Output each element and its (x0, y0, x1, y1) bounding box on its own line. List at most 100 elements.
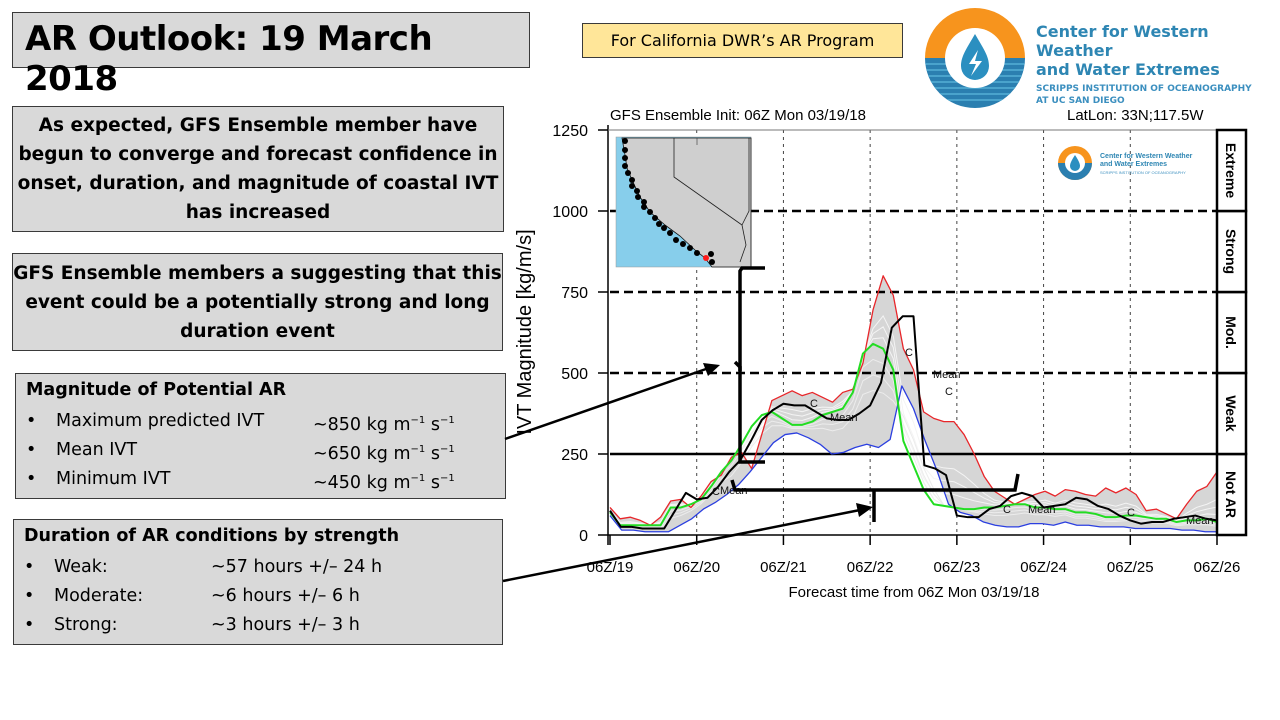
x-tick-label: 06Z/26 (1194, 559, 1241, 576)
duration-value: ~3 hours +/– 3 h (211, 615, 360, 635)
threshold-lines (610, 209, 1217, 456)
x-tick-label: 06Z/24 (1020, 559, 1067, 576)
bullet-icon: • (26, 440, 37, 460)
map-state-border (673, 138, 743, 226)
coastal-point-marker (680, 241, 686, 247)
magnitude-arrow (504, 367, 707, 441)
bullet-icon: • (24, 615, 35, 635)
grid (696, 130, 1131, 535)
coastal-point-marker (622, 155, 628, 161)
magnitude-row: • Maximum predicted IVT ~850 kg m−1 s−1 (26, 407, 455, 435)
coastal-point-marker (629, 183, 635, 189)
strength-note-text: GFS Ensemble members a suggesting that t… (13, 262, 502, 342)
member-line (609, 374, 1218, 528)
magnitude-label: Minimum IVT (56, 469, 171, 489)
ensemble-spread (609, 275, 1218, 532)
y-tick-label: 1000 (552, 204, 588, 221)
y-axis-label: IVT Magnitude [kg/m/s] (514, 229, 536, 434)
category-cell (1215, 371, 1248, 456)
series-label-control: C (810, 398, 818, 410)
duration-label: Moderate: (54, 586, 144, 606)
magnitude-label: Mean IVT (56, 440, 138, 460)
coastal-point-marker (622, 147, 628, 153)
member-line (609, 358, 1218, 527)
selected-location-marker (703, 255, 709, 261)
duration-row: • Weak: ~57 hours +/– 24 h (24, 553, 382, 581)
duration-box: Duration of AR conditions by strength • W… (13, 519, 503, 645)
arrowhead-icon (703, 363, 720, 376)
series-ensemble-mean (609, 342, 1218, 527)
x-tick-label: 06Z/25 (1107, 559, 1154, 576)
member-line (609, 389, 1218, 529)
coastal-point-marker (622, 138, 628, 144)
x-tick-label: 06Z/20 (673, 559, 720, 576)
category-label: Mod. (1223, 316, 1239, 349)
y-tick-label: 750 (561, 285, 588, 302)
member-line (609, 326, 1218, 526)
x-axis-label: Forecast time from 06Z Mon 03/19/18 (789, 584, 1040, 601)
small-logo-drop-icon (1070, 155, 1080, 171)
magnitude-value: ~450 kg m−1 s−1 (313, 473, 455, 493)
map-ocean (615, 136, 752, 268)
coastal-point-marker (687, 245, 693, 251)
member-line (609, 314, 1218, 526)
magnitude-label: Maximum predicted IVT (56, 411, 265, 431)
small-logo-icon-center (1065, 153, 1085, 173)
series-label-mean: Mean (1186, 515, 1214, 527)
x-tick-label: 06Z/22 (847, 559, 894, 576)
logo-sub-line2: AT UC SAN DIEGO (1036, 96, 1125, 106)
coastal-point-marker (635, 194, 641, 200)
coastal-point-marker (708, 251, 714, 257)
duration-row: • Moderate: ~6 hours +/– 6 h (24, 582, 360, 610)
summary-note: As expected, GFS Ensemble member have be… (12, 106, 504, 232)
series-minimum (609, 385, 1217, 533)
logo-sub-line1: SCRIPPS INSTITUTION OF OCEANOGRAPHY (1036, 84, 1252, 94)
magnitude-value: ~850 kg m−1 s−1 (313, 415, 455, 435)
strength-note: GFS Ensemble members a suggesting that t… (12, 253, 503, 351)
small-logo-text: and Water Extremes (1100, 161, 1167, 168)
x-tick-label: 06Z/23 (934, 559, 981, 576)
category-cell (1215, 128, 1248, 213)
coastal-point-marker (652, 215, 658, 221)
weak-duration-bracket (738, 266, 765, 464)
coastal-point-marker (641, 204, 647, 210)
program-tag: For California DWR’s AR Program (582, 23, 903, 58)
x-tick-label: 06Z/21 (760, 559, 807, 576)
magnitude-row: • Mean IVT ~650 kg m−1 s−1 (26, 436, 455, 464)
series-label-control: C (1127, 507, 1135, 519)
page-title: AR Outlook: 19 March 2018 (25, 19, 433, 99)
y-tick-label: 0 (579, 528, 588, 545)
series-label-control: C (1003, 504, 1011, 516)
bullet-icon: • (24, 586, 35, 606)
coastal-point-marker (709, 259, 715, 265)
category-cell (1215, 290, 1248, 375)
chart-location: LatLon: 33N;117.5W (1067, 107, 1204, 124)
chart-title: GFS Ensemble Init: 06Z Mon 03/19/18 (610, 107, 866, 124)
coastal-point-marker (656, 221, 662, 227)
small-logo-icon (1058, 146, 1092, 180)
magnitude-value: ~650 kg m−1 s−1 (313, 444, 455, 464)
summary-note-text: As expected, GFS Ensemble member have be… (17, 115, 499, 223)
magnitude-box: Magnitude of Potential AR • Maximum predi… (15, 373, 506, 499)
y-tick-label: 1250 (552, 123, 588, 140)
arrowhead-icon (856, 503, 873, 517)
series-control (609, 315, 1218, 530)
coastal-point-marker (667, 230, 673, 236)
category-label: Not AR (1223, 471, 1239, 518)
y-tick-label: 250 (561, 447, 588, 464)
duration-heading: Duration of AR conditions by strength (24, 526, 400, 546)
series-label-control: C (712, 486, 720, 498)
magnitude-row: • Minimum IVT ~450 kg m−1 s−1 (26, 465, 455, 493)
cw3e-logo-icon (925, 8, 1025, 108)
bullet-icon: • (24, 557, 35, 577)
duration-arrow (502, 508, 861, 583)
axes: 06Z/19 06Z/20 06Z/21 06Z/22 06Z/23 06Z/24 06Z/… (552, 123, 1240, 576)
location-map (615, 136, 752, 268)
x-tick-label: 06Z/19 (587, 559, 634, 576)
duration-value: ~57 hours +/– 24 h (211, 557, 383, 577)
duration-label: Strong: (54, 615, 118, 635)
magnitude-heading: Magnitude of Potential AR (26, 380, 287, 400)
duration-row: • Strong: ~3 hours +/– 3 h (24, 611, 360, 639)
